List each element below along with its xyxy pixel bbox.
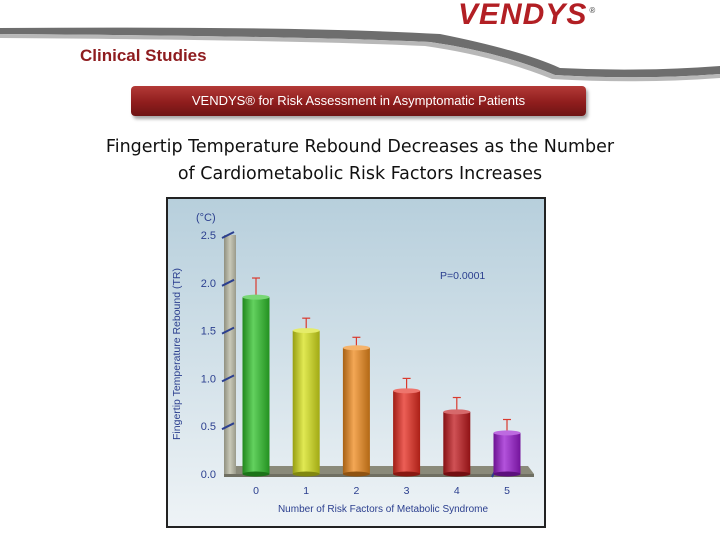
chart-frame: 0.0 0.5 1.0 1.5 2.0 2.5 (°C) Fingertip Temperat… xyxy=(166,197,546,528)
brand-logo: VENDYS ® xyxy=(458,0,597,31)
y-tick-label: 0.0 xyxy=(201,469,216,481)
y-tick-label: 0.5 xyxy=(201,421,216,433)
x-tick-label: 4 xyxy=(454,485,460,497)
y-tick-label: 2.0 xyxy=(201,278,216,290)
y-unit-label: (°C) xyxy=(196,212,216,224)
y-tick-label: 1.0 xyxy=(201,373,216,385)
bar-1 xyxy=(292,330,320,474)
y-axis-wall xyxy=(224,235,236,474)
x-tick-label: 3 xyxy=(404,485,410,497)
y-tick-mark xyxy=(221,422,235,431)
title-line-1: Fingertip Temperature Rebound Decreases … xyxy=(105,137,615,157)
bar-base-1 xyxy=(292,471,320,477)
bar-base-2 xyxy=(342,471,370,477)
y-tick-mark xyxy=(221,231,235,239)
y-axis-title: Fingertip Temperature Rebound (TR) xyxy=(171,268,183,440)
bar-5 xyxy=(493,432,521,474)
bar-4 xyxy=(443,411,471,474)
x-tick-label: 5 xyxy=(504,485,510,497)
bar-top-1 xyxy=(292,328,320,334)
bar-2 xyxy=(342,347,370,474)
section-title: Clinical Studies xyxy=(80,46,207,65)
x-axis-title: Number of Risk Factors of Metabolic Synd… xyxy=(278,504,489,515)
bar-base-3 xyxy=(393,471,421,477)
bar-top-3 xyxy=(393,388,421,394)
bar-base-4 xyxy=(443,471,471,477)
bar-top-5 xyxy=(493,430,521,436)
y-tick-mark xyxy=(221,278,235,287)
bar-top-4 xyxy=(443,409,471,415)
x-tick-label: 2 xyxy=(353,485,359,497)
x-tick-label: 1 xyxy=(303,485,309,497)
bar-base-5 xyxy=(493,471,521,477)
chart-floor xyxy=(224,466,534,474)
bar-3 xyxy=(393,390,421,474)
header-swoosh xyxy=(0,27,720,82)
subtitle-banner: VENDYS® for Risk Assessment in Asymptoma… xyxy=(131,86,586,116)
bar-base-0 xyxy=(242,471,270,477)
y-tick-mark xyxy=(221,326,235,335)
y-tick-label: 2.5 xyxy=(201,230,216,242)
chart-floor-edge xyxy=(224,474,534,477)
p-value-annotation: P=0.0001 xyxy=(440,270,485,282)
x-tick-label: 0 xyxy=(253,485,259,497)
bar-0 xyxy=(242,297,270,474)
bar-top-2 xyxy=(342,345,370,351)
page-title: Fingertip Temperature Rebound Decreases … xyxy=(60,134,660,188)
bar-chart: 0.0 0.5 1.0 1.5 2.0 2.5 (°C) Fingertip Temperat… xyxy=(168,199,544,526)
title-line-2: of Cardiometabolic Risk Factors Increase… xyxy=(177,164,543,184)
y-tick-label: 1.5 xyxy=(201,326,216,338)
y-tick-mark xyxy=(221,374,235,383)
bar-top-0 xyxy=(242,294,270,300)
